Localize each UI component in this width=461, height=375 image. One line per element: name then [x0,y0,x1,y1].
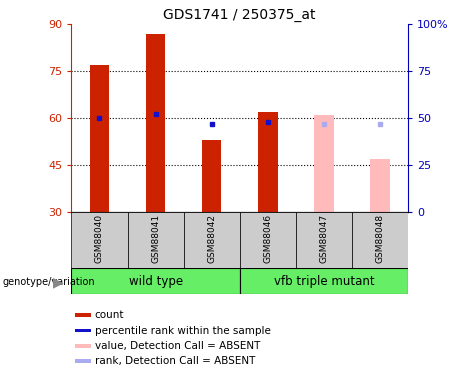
Bar [71,268,240,294]
Text: GSM88042: GSM88042 [207,214,216,263]
Text: GSM88047: GSM88047 [319,214,328,264]
Bar [314,115,334,212]
Bar [296,212,352,268]
Text: GSM88041: GSM88041 [151,214,160,264]
Bar [202,140,221,212]
Text: value, Detection Call = ABSENT: value, Detection Call = ABSENT [95,341,260,351]
Text: count: count [95,310,124,320]
Bar [75,359,91,363]
Bar [240,268,408,294]
Text: GSM88048: GSM88048 [375,214,384,264]
Bar [352,212,408,268]
Text: percentile rank within the sample: percentile rank within the sample [95,326,271,336]
Text: genotype/variation: genotype/variation [2,277,95,287]
Bar [75,314,91,317]
Title: GDS1741 / 250375_at: GDS1741 / 250375_at [164,8,316,22]
Text: GSM88046: GSM88046 [263,214,272,264]
Text: vfb triple mutant: vfb triple mutant [273,275,374,288]
Text: GSM88040: GSM88040 [95,214,104,264]
Bar [370,159,390,212]
Text: ▶: ▶ [53,275,64,289]
Bar [75,344,91,348]
Bar [75,328,91,333]
Bar [128,212,183,268]
Bar [146,34,165,212]
Text: wild type: wild type [129,275,183,288]
Text: rank, Detection Call = ABSENT: rank, Detection Call = ABSENT [95,356,255,366]
Bar [183,212,240,268]
Bar [240,212,296,268]
Bar [258,112,278,212]
Bar [71,212,128,268]
Bar [90,65,109,212]
